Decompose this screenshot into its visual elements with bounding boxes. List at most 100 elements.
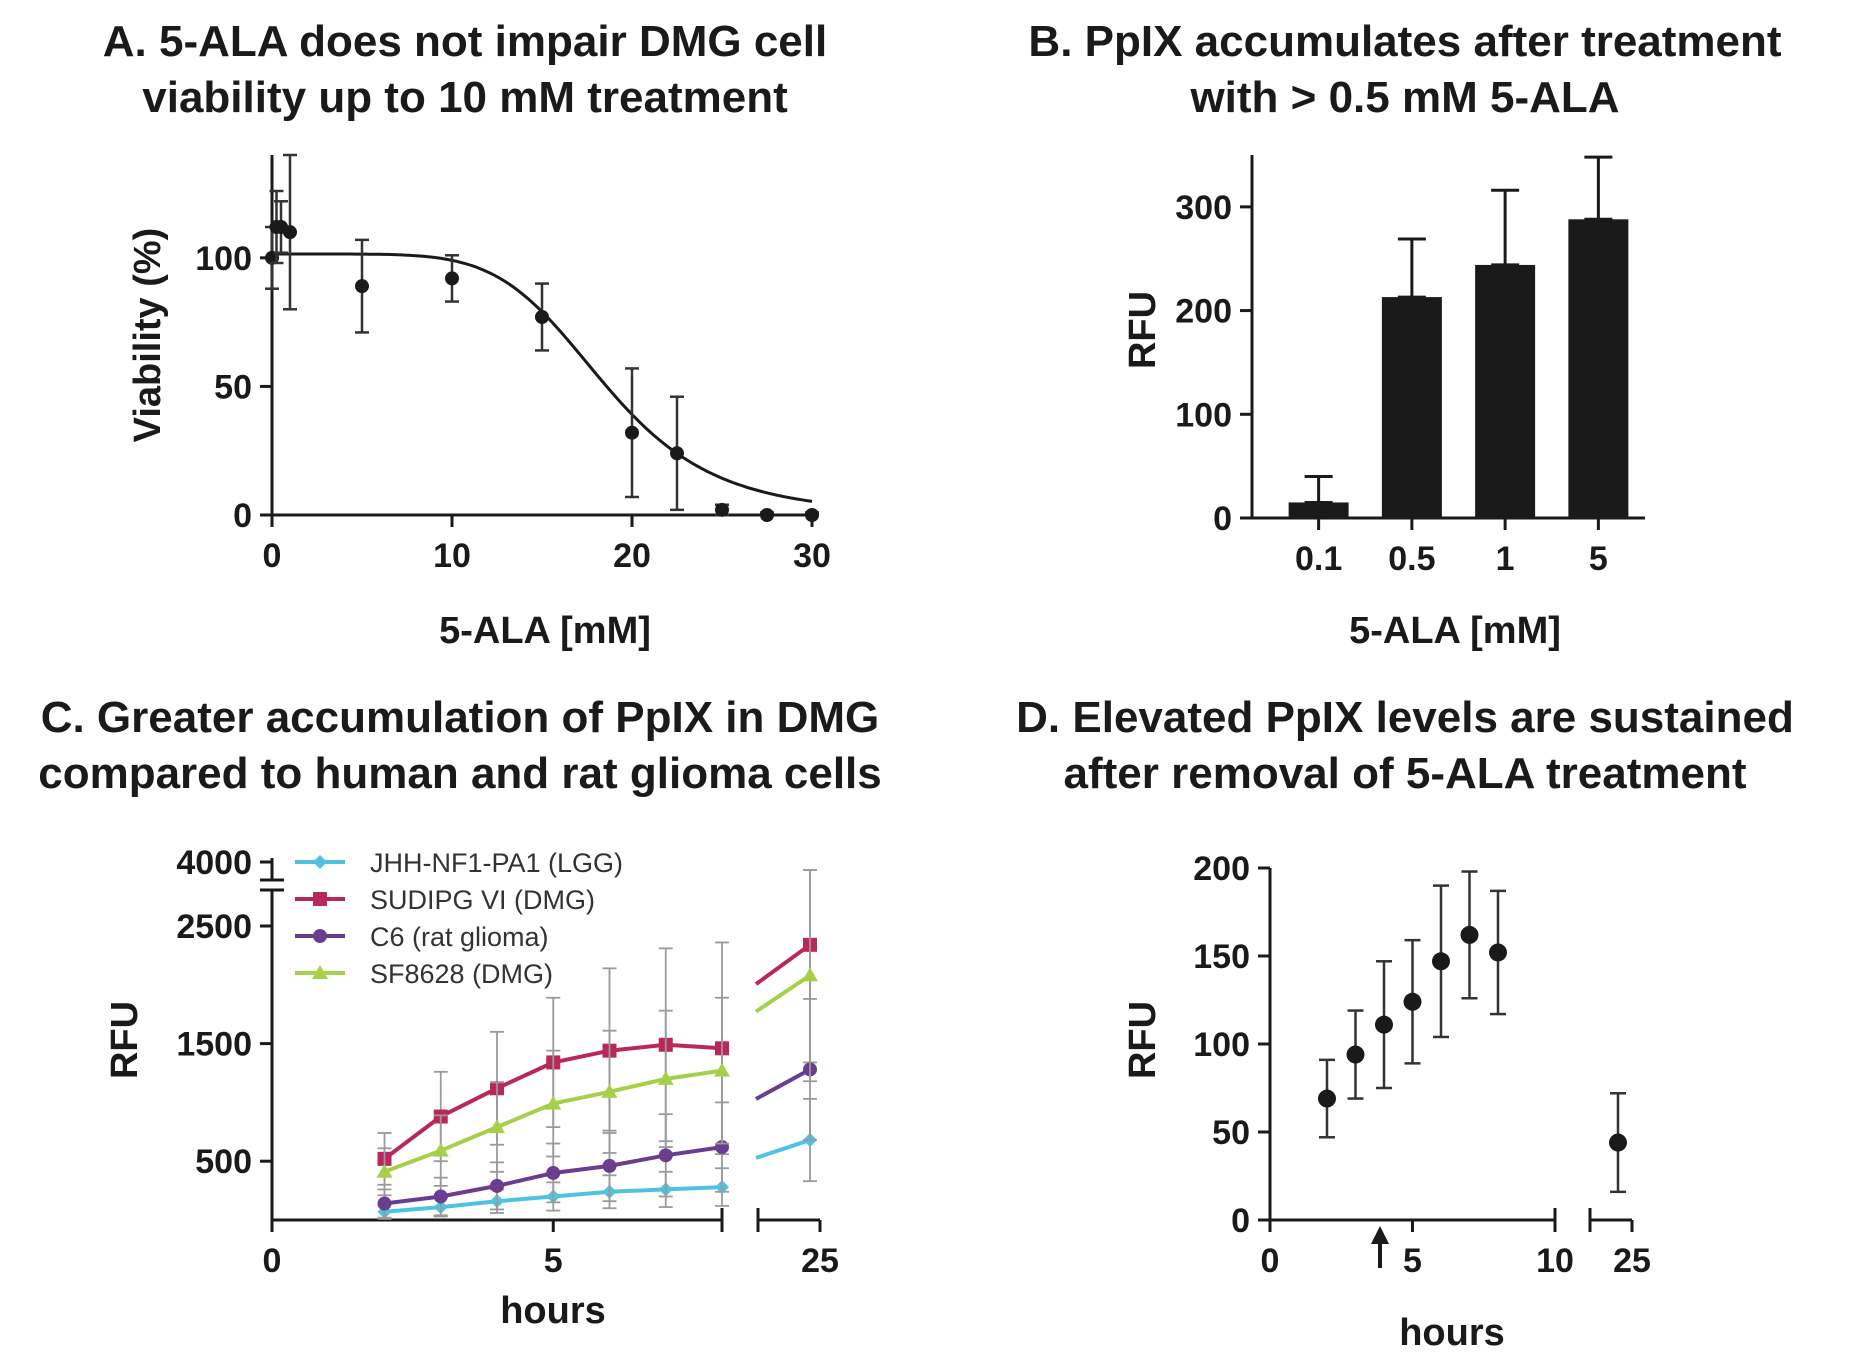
panel-c-legend-marker (313, 892, 327, 906)
panel-a-title: A. 5-ALA does not impair DMG cell viabil… (0, 14, 930, 126)
panel-d-xtick-label: 25 (1613, 1242, 1651, 1280)
panel-c-series-point (376, 1163, 393, 1178)
panel-c-legend-marker (313, 855, 327, 869)
panel-c-series-point (546, 1165, 561, 1180)
panel-b-ytick-label: 300 (1175, 189, 1232, 227)
panel-c-title-line2: compared to human and rat glioma cells (38, 749, 882, 798)
panel-c-legend-marker (312, 965, 328, 979)
panel-d-xtick-label: 5 (1403, 1242, 1422, 1280)
panel-a-xtick-label: 0 (263, 537, 282, 575)
panel-c-series-point (714, 1062, 730, 1077)
panel-a-point (715, 502, 729, 517)
panel-d-ylabel: RFU (1122, 1001, 1164, 1079)
panel-b-bar (1568, 219, 1629, 518)
panel-c-series-late-line (754, 943, 812, 986)
panel-c-ytick-label: 4000 (176, 844, 252, 882)
panel-d-plot: 0 50 100 150 200 0 5 10 25 (1193, 850, 1651, 1280)
panel-b-plot: 0 100 200 300 0.1 0.5 1 5 (1175, 155, 1645, 578)
panel-c-series-point (602, 1158, 617, 1173)
panel-b-bar (1381, 297, 1442, 518)
panel-c-series-point (377, 1196, 392, 1211)
panel-d-point (1375, 1015, 1393, 1034)
panel-d-xtick-label: 0 (1261, 1242, 1280, 1280)
panel-d-title-line1: D. Elevated PpIX levels are sustained (1016, 693, 1794, 742)
panel-d-title: D. Elevated PpIX levels are sustained af… (960, 690, 1850, 802)
panel-d-point (1403, 992, 1422, 1011)
panel-c-title: C. Greater accumulation of PpIX in DMG c… (0, 690, 920, 802)
panel-d-ytick-label: 200 (1193, 850, 1250, 888)
panel-b-ylabel: RFU (1122, 291, 1164, 369)
panel-a-point (535, 310, 549, 324)
panel-c-xlabel: hours (500, 1290, 606, 1332)
panel-c-legend-marker (313, 929, 327, 943)
panel-a-xtick-label: 20 (613, 537, 651, 575)
panel-b-bar (1288, 502, 1349, 518)
panel-b-bar (1475, 264, 1536, 518)
panel-a-point (445, 271, 459, 286)
panel-a-point (670, 446, 684, 461)
panel-c-series-point (490, 1178, 504, 1193)
panel-c-legend-label: SF8628 (DMG) (370, 959, 553, 989)
panel-d-ytick-label: 50 (1212, 1114, 1250, 1152)
panel-c-title-line1: C. Greater accumulation of PpIX in DMG (40, 693, 880, 742)
panel-a-plot: 0 10 20 30 0 50 100 (195, 153, 831, 575)
panel-a-title-line1: A. 5-ALA does not impair DMG cell (102, 17, 828, 66)
panel-c-xtick-label: 5 (544, 1242, 563, 1280)
panel-c-series-point (489, 1119, 505, 1134)
panel-c-plot: 500 1500 2500 4000 0 5 25 JHH-NF1-PA1 (LGG) SUDI… (176, 844, 839, 1280)
panel-a-title-line2: viability up to 10 mM treatment (142, 73, 788, 122)
panel-c-series-late-line (755, 1138, 811, 1160)
panel-c-legend-label: JHH-NF1-PA1 (LGG) (370, 848, 623, 878)
panel-d-xlabel: hours (1399, 1312, 1505, 1354)
panel-b-xtick-label: 0.1 (1295, 540, 1342, 578)
panel-d-ytick-label: 150 (1193, 938, 1250, 976)
panel-c-xtick-label: 0 (263, 1242, 282, 1280)
panel-d-title-line2: after removal of 5-ALA treatment (1063, 749, 1747, 798)
panel-d-point (1609, 1133, 1627, 1152)
panel-b-ytick-label: 100 (1175, 396, 1232, 434)
panel-d-point (1460, 925, 1479, 944)
panel-c-series-late-line (755, 1067, 811, 1101)
panel-c-series-point (545, 1095, 562, 1110)
panel-a-ylabel: Viability (%) (127, 228, 169, 443)
panel-b-xlabel: 5-ALA [mM] (1349, 610, 1561, 652)
panel-b-title: B. PpIX accumulates after treatment with… (960, 14, 1850, 126)
panel-a-point (625, 425, 639, 440)
panel-c-xtick-label: 25 (801, 1242, 839, 1280)
panel-d-point (1346, 1045, 1365, 1064)
panel-d-ytick-label: 0 (1231, 1202, 1250, 1240)
panel-c-ylabel: RFU (104, 1001, 146, 1079)
panel-c-series-point (658, 1148, 673, 1163)
panel-c-ytick-label: 1500 (176, 1026, 252, 1064)
panel-d-ytick-label: 100 (1193, 1026, 1250, 1064)
panel-b-xtick-label: 0.5 (1388, 540, 1435, 578)
panel-c-ytick-label: 500 (195, 1143, 252, 1181)
panel-b-ytick-label: 200 (1175, 293, 1232, 331)
panel-a-xtick-label: 30 (793, 537, 831, 575)
panel-c-series-late-line (754, 973, 812, 1014)
panel-a-ytick-label: 100 (195, 240, 252, 278)
panel-b-ytick-label: 0 (1213, 500, 1232, 538)
panel-a-point (760, 508, 774, 522)
panel-a-ytick-label: 0 (233, 497, 252, 535)
panel-c-series-point (657, 1070, 674, 1085)
panel-c-series-late-point (802, 967, 818, 982)
panel-d-point (1318, 1089, 1336, 1108)
panel-d-point (1489, 943, 1507, 962)
panel-a-xlabel: 5-ALA [mM] (439, 610, 651, 652)
panel-d-point (1432, 952, 1450, 971)
panel-c-ytick-label: 2500 (176, 908, 252, 946)
panel-c-legend-label: C6 (rat glioma) (370, 922, 549, 952)
panel-a-point (283, 225, 297, 240)
panel-b-title-line2: with > 0.5 mM 5-ALA (1190, 73, 1620, 122)
panel-c-legend-label: SUDIPG VI (DMG) (370, 885, 595, 915)
panel-b-xtick-label: 1 (1496, 540, 1515, 578)
panel-d-arrow-head (1371, 1226, 1389, 1244)
panel-a-point (355, 279, 369, 294)
panel-c-series-point (433, 1189, 448, 1204)
panel-a-xtick-label: 10 (433, 537, 471, 575)
panel-c-series-point (432, 1142, 449, 1157)
panel-d-xtick-label: 10 (1536, 1242, 1574, 1280)
panel-c-series-point (601, 1083, 618, 1098)
